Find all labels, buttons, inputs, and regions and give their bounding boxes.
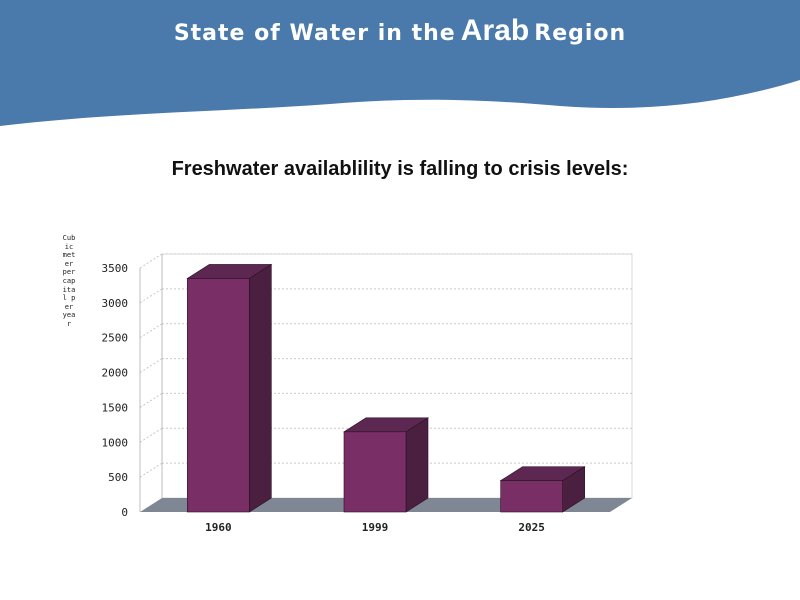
header-banner: State of Water in the Arab Region — [0, 0, 800, 140]
bar — [343, 431, 407, 513]
gridline-side — [139, 253, 163, 269]
x-tick-label: 1999 — [362, 521, 389, 534]
y-tick-label: 1500 — [102, 401, 129, 414]
gridline-side — [139, 393, 163, 408]
x-tick-label: 2025 — [518, 521, 545, 534]
y-tick-label: 2000 — [102, 367, 129, 380]
y-tick-label: 1000 — [102, 436, 129, 449]
bar — [187, 278, 250, 513]
y-tick-label: 3500 — [102, 262, 129, 275]
banner-title-part3: Region — [534, 21, 627, 46]
gridline-side — [139, 462, 163, 478]
banner-title: State of Water in the Arab Region — [0, 14, 800, 48]
banner-wave — [0, 0, 800, 126]
gridline-side — [139, 323, 163, 339]
bar-side — [249, 263, 272, 513]
y-tick-label: 0 — [121, 506, 128, 519]
bar — [500, 480, 563, 513]
x-tick-label: 1960 — [205, 521, 232, 534]
y-tick-label: 3000 — [102, 297, 129, 310]
y-tick-label: 2500 — [102, 332, 129, 345]
y-axis-label: Cubic meter per capital per year — [62, 234, 76, 328]
banner-title-part1: State of Water in the — [173, 21, 456, 46]
bar-side — [405, 417, 429, 513]
gridline-side — [139, 358, 163, 373]
banner-title-part2: Arab — [460, 14, 530, 47]
y-tick-label: 500 — [108, 471, 128, 484]
gridline-side — [139, 288, 163, 304]
gridline-side — [139, 427, 163, 443]
chart-title: Freshwater availablility is falling to c… — [171, 158, 629, 180]
